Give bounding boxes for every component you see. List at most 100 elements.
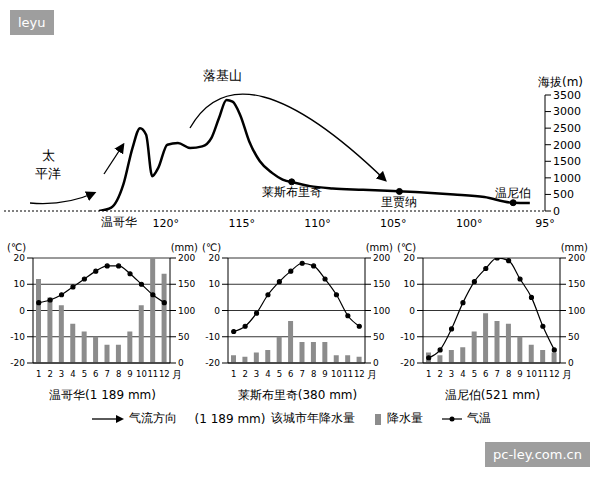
svg-text:115°: 115° <box>228 217 255 230</box>
svg-text:7: 7 <box>299 369 304 379</box>
svg-text:100: 100 <box>373 306 390 316</box>
svg-text:200: 200 <box>373 253 390 263</box>
svg-text:6: 6 <box>288 369 293 379</box>
svg-text:-10: -10 <box>10 332 25 342</box>
svg-text:2000: 2000 <box>553 139 581 152</box>
svg-text:落基山: 落基山 <box>203 68 242 83</box>
svg-text:温尼伯: 温尼伯 <box>495 186 531 200</box>
html-text:莱斯布里奇(380 mm): 莱斯布里奇(380 mm) <box>237 388 358 402</box>
svg-text:5: 5 <box>82 369 87 379</box>
svg-text:8: 8 <box>311 369 316 379</box>
svg-text:9: 9 <box>322 369 327 379</box>
svg-text:5: 5 <box>277 369 282 379</box>
svg-text:3500: 3500 <box>553 89 581 102</box>
html-text:气温: 气温 <box>467 411 492 425</box>
svg-text:月: 月 <box>367 369 377 380</box>
html-text:降水量: 降水量 <box>387 411 424 425</box>
svg-text:太: 太 <box>42 148 55 163</box>
svg-text:11: 11 <box>147 369 158 379</box>
svg-text:月: 月 <box>172 369 182 380</box>
svg-text:120°: 120° <box>153 217 180 230</box>
svg-text:3: 3 <box>59 369 64 379</box>
svg-text:2500: 2500 <box>553 122 581 135</box>
svg-text:1: 1 <box>36 369 41 379</box>
svg-text:月: 月 <box>562 369 572 380</box>
svg-text:10: 10 <box>404 279 416 289</box>
svg-text:7: 7 <box>494 369 499 379</box>
svg-text:6: 6 <box>483 369 488 379</box>
svg-text:6: 6 <box>93 369 98 379</box>
svg-text:0: 0 <box>553 205 560 218</box>
svg-text:莱斯布里奇: 莱斯布里奇 <box>262 185 322 199</box>
svg-text:-10: -10 <box>400 332 415 342</box>
svg-text:-20: -20 <box>10 358 25 368</box>
svg-text:里贾纳: 里贾纳 <box>381 195 417 209</box>
svg-text:4: 4 <box>460 369 465 379</box>
svg-text:20: 20 <box>14 253 26 263</box>
svg-text:150: 150 <box>178 279 195 289</box>
svg-text:10: 10 <box>331 369 342 379</box>
svg-text:-10: -10 <box>205 332 220 342</box>
svg-text:2: 2 <box>242 369 247 379</box>
svg-text:100: 100 <box>178 306 195 316</box>
svg-text:10: 10 <box>209 279 221 289</box>
svg-text:4: 4 <box>70 369 75 379</box>
svg-text:0: 0 <box>409 306 415 316</box>
svg-text:95°: 95° <box>535 217 555 230</box>
svg-text:10: 10 <box>136 369 147 379</box>
svg-text:0: 0 <box>373 358 379 368</box>
svg-text:50: 50 <box>178 332 190 342</box>
svg-text:9: 9 <box>517 369 522 379</box>
svg-text:4: 4 <box>265 369 270 379</box>
svg-text:3: 3 <box>449 369 454 379</box>
svg-text:150: 150 <box>568 279 585 289</box>
svg-text:100: 100 <box>568 306 585 316</box>
svg-text:200: 200 <box>568 253 585 263</box>
svg-text:海拔(m): 海拔(m) <box>538 75 583 89</box>
svg-text:2: 2 <box>47 369 52 379</box>
svg-text:20: 20 <box>404 253 416 263</box>
html-text:气流方向: 气流方向 <box>128 411 177 425</box>
svg-text:500: 500 <box>553 188 574 201</box>
svg-text:5: 5 <box>472 369 477 379</box>
svg-text:11: 11 <box>342 369 353 379</box>
svg-text:8: 8 <box>506 369 511 379</box>
svg-text:8: 8 <box>116 369 121 379</box>
svg-text:105°: 105° <box>380 217 407 230</box>
svg-text:2: 2 <box>437 369 442 379</box>
svg-text:3: 3 <box>254 369 259 379</box>
svg-text:11: 11 <box>537 369 548 379</box>
svg-text:1000: 1000 <box>553 172 581 185</box>
html-text:温哥华(1 189 mm): 温哥华(1 189 mm) <box>49 388 156 402</box>
svg-text:12: 12 <box>549 369 560 379</box>
svg-text:1500: 1500 <box>553 155 581 168</box>
html-text:温尼伯(521 mm): 温尼伯(521 mm) <box>444 388 541 402</box>
html-text:(1 189 mm) 该城市年降水量: (1 189 mm) 该城市年降水量 <box>194 411 356 426</box>
svg-text:3000: 3000 <box>553 105 581 118</box>
svg-text:50: 50 <box>373 332 385 342</box>
svg-text:50: 50 <box>568 332 580 342</box>
svg-text:9: 9 <box>127 369 132 379</box>
svg-text:0: 0 <box>214 306 220 316</box>
svg-text:12: 12 <box>354 369 365 379</box>
svg-text:12: 12 <box>159 369 170 379</box>
svg-text:0: 0 <box>568 358 574 368</box>
svg-text:1: 1 <box>426 369 431 379</box>
html-text:pc-ley.com.cn: pc-ley.com.cn <box>493 447 582 462</box>
svg-text:20: 20 <box>209 253 221 263</box>
svg-text:-20: -20 <box>400 358 415 368</box>
svg-text:150: 150 <box>373 279 390 289</box>
svg-text:0: 0 <box>178 358 184 368</box>
svg-text:10: 10 <box>14 279 26 289</box>
svg-text:110°: 110° <box>304 217 331 230</box>
svg-text:7: 7 <box>104 369 109 379</box>
svg-text:100°: 100° <box>456 217 483 230</box>
svg-text:1: 1 <box>231 369 236 379</box>
svg-text:0: 0 <box>19 306 25 316</box>
svg-text:温哥华: 温哥华 <box>101 215 137 229</box>
html-text:leyu: leyu <box>18 15 46 30</box>
svg-text:10: 10 <box>526 369 537 379</box>
svg-text:-20: -20 <box>205 358 220 368</box>
svg-text:200: 200 <box>178 253 195 263</box>
svg-text:平洋: 平洋 <box>35 166 61 181</box>
